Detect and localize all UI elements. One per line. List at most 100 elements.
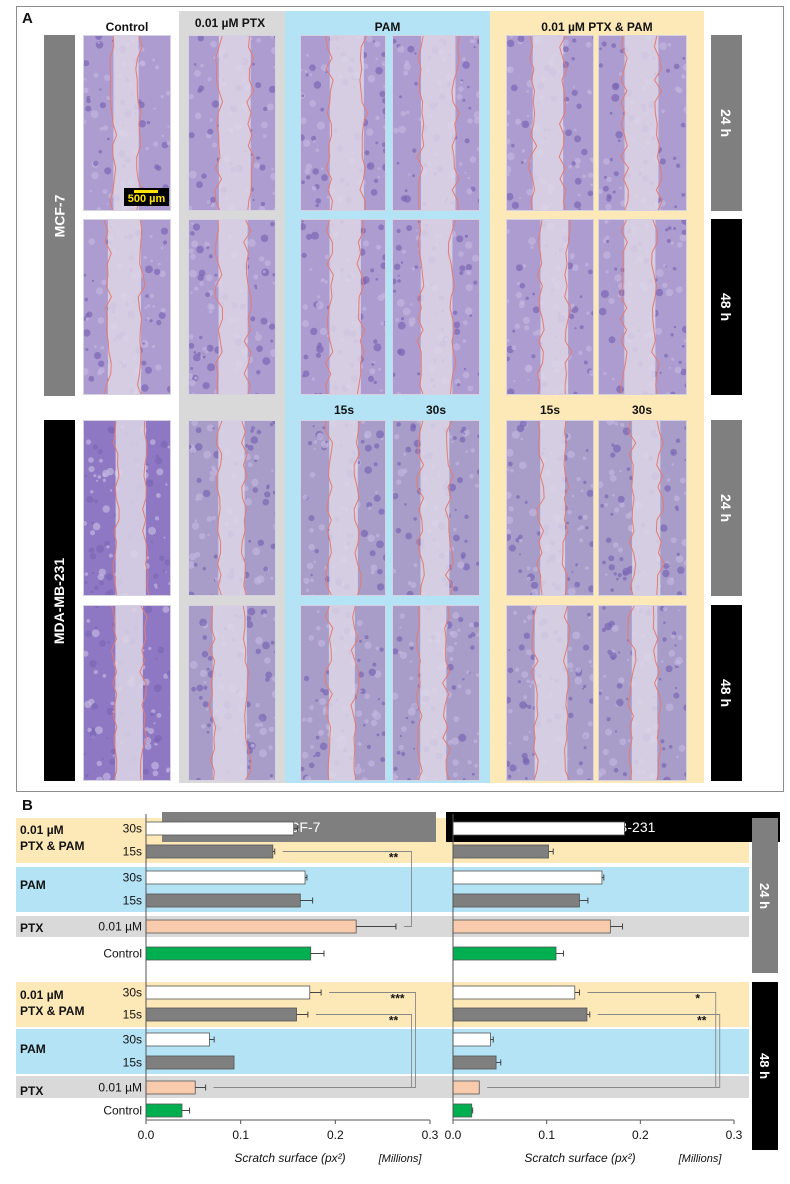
significance-bracket-mda-1: [487, 1014, 721, 1088]
row-label-9: 15s: [123, 1056, 142, 1070]
x-tick-label-mcf7-0: 0.0: [138, 1128, 155, 1142]
x-units-label-mda: [Millions]: [678, 1153, 723, 1165]
significance-label-mcf7-1: ***: [391, 992, 405, 1006]
row-label-4: 0.01 µM: [98, 920, 142, 934]
x-tick-label-mda-1: 0.1: [538, 1128, 555, 1142]
sublabel-pam-15s: 15s: [333, 403, 355, 417]
bar-mcf7-11: [145, 1103, 183, 1118]
bar-mcf7-1: [145, 844, 274, 859]
micrograph-mcf7-48h-pam-30s: [392, 219, 480, 395]
row-label-8: 30s: [123, 1033, 142, 1047]
x-tick-label-mda-3: 0.3: [726, 1128, 743, 1142]
scale-bar-label: 500 µm: [127, 193, 166, 205]
micrograph-mcf7-24h-ptx: [188, 35, 276, 211]
group-label-2: PTX: [20, 921, 43, 935]
time-label-mcf7-24h: 24 h: [711, 35, 742, 211]
x-axis-label-mcf7: Scratch surface (px²): [234, 1151, 345, 1165]
row-label-7: 15s: [123, 1008, 142, 1022]
time-bar-48h: [752, 982, 778, 1150]
bar-mda-10: [452, 1080, 480, 1095]
time-label-mda-24h: 24 h: [711, 420, 742, 596]
x-tick-label-mcf7-3: 0.3: [422, 1128, 439, 1142]
bar-mda-2: [452, 870, 603, 885]
bar-mda-11: [452, 1103, 473, 1118]
micrograph-mcf7-24h-pam-15s: [300, 35, 386, 211]
micrograph-mda-24h-ptx: [188, 420, 276, 596]
bar-mcf7-6: [145, 985, 311, 1000]
x-axis-label-mda: Scratch surface (px²): [524, 1151, 635, 1165]
micrograph-mda-48h-pam-30s: [392, 605, 480, 781]
micrograph-mcf7-48h-pam-15s: [300, 219, 386, 395]
micrograph-mcf7-24h-combo-30s: [598, 35, 687, 211]
time-label-48h: 48 h: [757, 1053, 772, 1079]
sublabel-pam-30s: 30s: [425, 403, 447, 417]
significance-label-mcf7-0: **: [389, 851, 399, 865]
micrograph-mda-24h-pam-15s: [300, 420, 386, 596]
micrograph-mda-48h-pam-15s: [300, 605, 386, 781]
row-label-6: 30s: [123, 986, 142, 1000]
scale-bar-line: [134, 190, 158, 193]
row-label-2: 30s: [123, 871, 142, 885]
bar-mda-5: [452, 946, 557, 961]
column-label-control: Control: [105, 20, 149, 34]
significance-label-mda-0: *: [695, 992, 700, 1006]
time-label-mda-48h: 48 h: [711, 605, 742, 781]
micrograph-mda-48h-combo-30s: [598, 605, 687, 781]
x-tick-label-mda-2: 0.2: [632, 1128, 649, 1142]
group-band-4: [16, 1029, 749, 1074]
bar-mda-9: [452, 1055, 497, 1070]
row-label-0: 30s: [123, 822, 142, 836]
scratch-surface-chart: B 0.01 µM PTX & PAM PAM PTX 0.01 µM PTX & PAM P…: [16, 797, 780, 1165]
x-tick-label-mda-0: 0.0: [445, 1128, 462, 1142]
bar-mda-6: [452, 985, 576, 1000]
significance-bracket-mcf7-0: [282, 851, 412, 927]
bar-mda-3: [452, 893, 580, 908]
bar-mcf7-5: [145, 946, 312, 961]
bar-mcf7-10: [145, 1080, 196, 1095]
column-label-combo: 0.01 µM PTX & PAM: [541, 20, 653, 34]
group-band-3: [16, 982, 749, 1027]
bar-mda-7: [452, 1007, 588, 1022]
group-band-5: [16, 1076, 749, 1098]
bar-mcf7-8: [145, 1032, 210, 1047]
group-label-3: 0.01 µM PTX & PAM: [20, 988, 84, 1018]
bar-mda-8: [452, 1032, 491, 1047]
row-label-3: 15s: [123, 894, 142, 908]
row-label-11: Control: [103, 1104, 142, 1118]
bar-mcf7-2: [145, 870, 306, 885]
panel-a-frame: [16, 6, 784, 792]
group-label-1: PAM: [20, 878, 46, 892]
micrograph-mcf7-24h-combo-15s: [506, 35, 594, 211]
micrograph-mcf7-48h-combo-30s: [598, 219, 687, 395]
significance-bracket-mcf7-2: [213, 1014, 412, 1088]
x-units-label-mcf7: [Millions]: [378, 1153, 423, 1165]
column-label-pam: PAM: [374, 20, 401, 34]
panel-a-letter: A: [22, 10, 33, 27]
row-label-1: 15s: [123, 845, 142, 859]
time-label-24h: 24 h: [757, 883, 772, 909]
time-label-mcf7-48h: 48 h: [711, 219, 742, 395]
bar-mcf7-9: [145, 1055, 235, 1070]
bar-mda-0: [452, 821, 625, 836]
x-tick-label-mcf7-1: 0.1: [232, 1128, 249, 1142]
panel-b-letter: B: [22, 797, 33, 814]
significance-label-mda-1: **: [697, 1014, 707, 1028]
bar-mcf7-3: [145, 893, 301, 908]
bar-mcf7-0: [145, 821, 295, 836]
cell-line-label-mcf7: MCF-7: [44, 35, 75, 396]
micrograph-mda-48h-control: [83, 605, 171, 781]
column-label-ptx: 0.01 µM PTX: [194, 16, 266, 30]
micrograph-mda-24h-combo-30s: [598, 420, 687, 596]
micrograph-mcf7-48h-combo-15s: [506, 219, 594, 395]
micrograph-mcf7-24h-control: [83, 35, 171, 211]
x-tick-label-mcf7-2: 0.2: [327, 1128, 344, 1142]
scale-bar: 500 µm: [124, 188, 169, 206]
micrograph-mcf7-24h-pam-30s: [392, 35, 480, 211]
micrograph-mcf7-48h-control: [83, 219, 171, 395]
micrograph-mda-48h-ptx: [188, 605, 276, 781]
cell-line-label-mda: MDA-MB-231: [44, 420, 75, 781]
sublabel-combo-15s: 15s: [539, 403, 561, 417]
sublabel-combo-30s: 30s: [631, 403, 653, 417]
bar-mda-4: [452, 919, 611, 934]
micrograph-mcf7-48h-ptx: [188, 219, 276, 395]
